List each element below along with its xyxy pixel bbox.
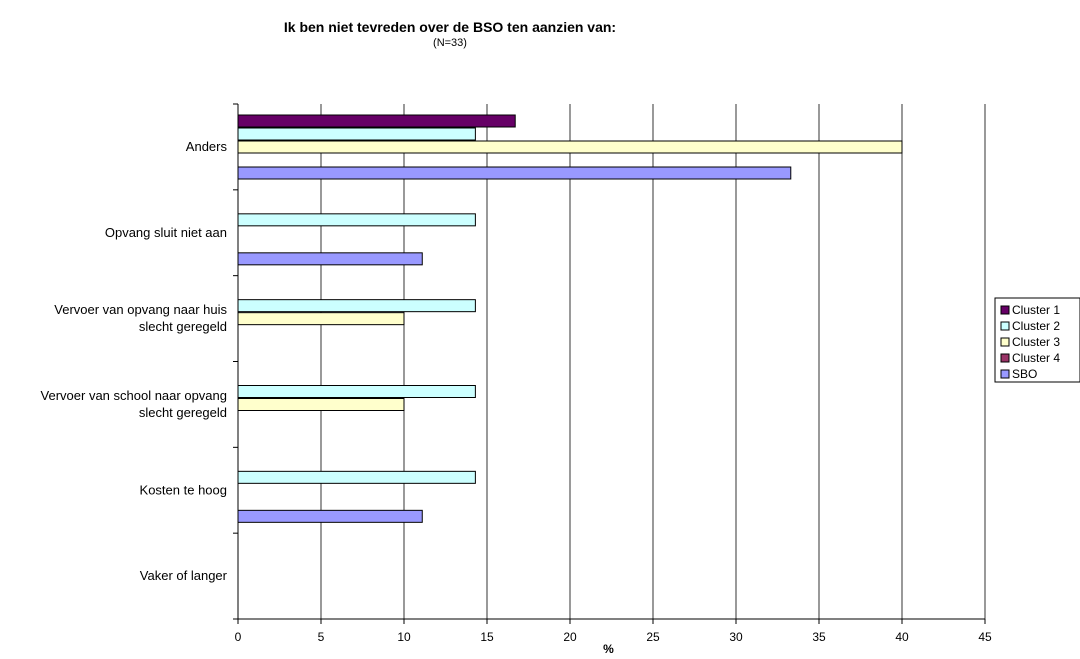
x-tick-labels: 0 5 10 15 20 25 30 35 40 45%	[235, 630, 992, 656]
x-tick-label: 15	[480, 630, 494, 644]
category-label: Vaker of langer	[140, 568, 228, 583]
category-labels: Anders Opvang sluit niet aan Vervoer van o…	[41, 139, 228, 583]
legend: Cluster 1 Cluster 2 Cluster 3 Cluster 4 SBO	[995, 298, 1080, 382]
category-label: Kosten te hoog	[140, 482, 227, 497]
x-tick-label: 10	[397, 630, 411, 644]
x-axis-label: %	[603, 642, 614, 656]
legend-label: Cluster 3	[1012, 335, 1060, 349]
x-tick-label: 40	[895, 630, 909, 644]
bar	[238, 471, 475, 483]
bar	[238, 253, 422, 265]
x-tick-label: 30	[729, 630, 743, 644]
bar	[238, 399, 404, 411]
legend-swatch	[1001, 338, 1009, 346]
x-tick-label: 35	[812, 630, 826, 644]
bar	[238, 141, 902, 153]
legend-swatch	[1001, 370, 1009, 378]
bar	[238, 214, 475, 226]
legend-label: SBO	[1012, 367, 1037, 381]
legend-label: Cluster 1	[1012, 303, 1060, 317]
bar	[238, 128, 475, 140]
legend-swatch	[1001, 306, 1009, 314]
bar	[238, 510, 422, 522]
x-tick-label: 0	[235, 630, 242, 644]
category-label: Opvang sluit niet aan	[105, 225, 227, 240]
x-tick-label: 20	[563, 630, 577, 644]
bar	[238, 313, 404, 325]
bar	[238, 115, 515, 127]
category-label: Vervoer van school naar opvang slecht ger…	[41, 388, 227, 420]
axes	[233, 104, 985, 624]
bar	[238, 167, 791, 179]
legend-swatch	[1001, 354, 1009, 362]
legend-label: Cluster 2	[1012, 319, 1060, 333]
x-tick-label: 25	[646, 630, 660, 644]
legend-label: Cluster 4	[1012, 351, 1060, 365]
x-tick-label: 45	[978, 630, 992, 644]
category-label: Anders	[186, 139, 228, 154]
legend-swatch	[1001, 322, 1009, 330]
bar	[238, 300, 475, 312]
x-tick-label: 5	[318, 630, 325, 644]
bar	[238, 386, 475, 398]
grid-lines	[321, 104, 985, 619]
category-label: Vervoer van opvang naar huis slecht gereg…	[54, 302, 227, 334]
